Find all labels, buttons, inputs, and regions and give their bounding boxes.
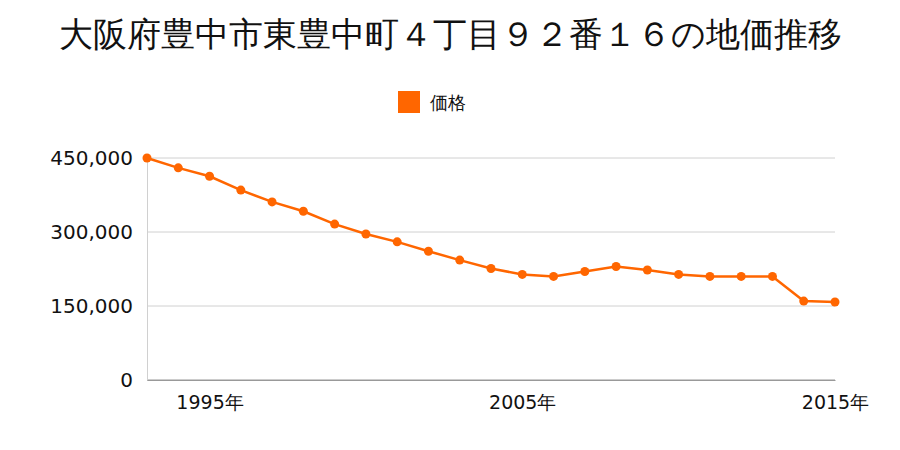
point [361, 229, 370, 238]
grid [147, 158, 835, 380]
x-tick: 2005年 [489, 380, 556, 413]
x-axis-line [148, 380, 836, 381]
grid-line [147, 158, 835, 159]
point [612, 262, 621, 271]
y-tick-label: 150,000 [50, 294, 133, 318]
point [174, 163, 183, 172]
y-tick: 150,000 [50, 294, 147, 318]
x-tick: 1995年 [176, 380, 243, 413]
point [393, 237, 402, 246]
point [799, 297, 808, 306]
point [143, 154, 152, 163]
x-tick-label: 2015年 [802, 391, 869, 413]
point [831, 298, 840, 307]
point [487, 264, 496, 273]
point [768, 272, 777, 281]
y-tick-label: 300,000 [50, 220, 133, 244]
x-tick-label: 2005年 [489, 391, 556, 413]
title: 大阪府豊中市東豊中町４丁目９２番１６の地価推移 [59, 14, 842, 54]
grid-line [147, 232, 835, 233]
point [455, 256, 464, 265]
point [705, 272, 714, 281]
point [424, 247, 433, 256]
point [643, 265, 652, 274]
point [580, 267, 589, 276]
y-axis: 0 150,000 300,000 450,000 [50, 146, 147, 392]
legend-label: 価格 [430, 92, 466, 113]
plot-area [143, 154, 840, 307]
chart: 大阪府豊中市東豊中町４丁目９２番１６の地価推移価格 0 150,000 300,000… [0, 0, 900, 450]
point [737, 272, 746, 281]
point [518, 270, 527, 279]
x-tick-label: 1995年 [176, 391, 243, 413]
series-line [147, 158, 835, 302]
y-tick-label: 450,000 [50, 146, 133, 170]
point [330, 220, 339, 229]
x-tick: 2015年 [802, 380, 869, 413]
legend: 価格 [398, 91, 466, 113]
point [268, 197, 277, 206]
y-tick: 300,000 [50, 220, 147, 244]
point [205, 172, 214, 181]
y-tick-label: 0 [120, 368, 133, 392]
y-tick: 0 [120, 368, 147, 392]
y-tick: 450,000 [50, 146, 147, 170]
grid-line [147, 306, 835, 307]
point [236, 186, 245, 195]
point [674, 270, 683, 279]
point [549, 272, 558, 281]
x-axis: 1995年 2005年 2015年 [148, 380, 870, 413]
legend-swatch [398, 91, 420, 113]
point [299, 207, 308, 216]
y-axis-line [147, 159, 148, 381]
grid-line [147, 380, 835, 381]
